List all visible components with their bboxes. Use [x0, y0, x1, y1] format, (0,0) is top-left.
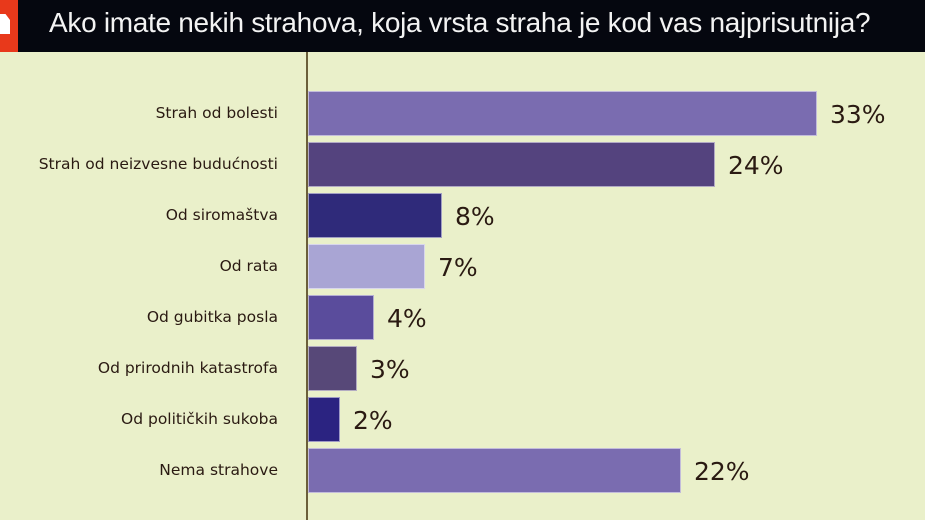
bar: [308, 91, 817, 136]
bar-row: Nema strahove 22%: [0, 448, 925, 493]
bar-row: Strah od neizvesne budućnosti 24%: [0, 142, 925, 187]
value-label: 22%: [694, 457, 750, 486]
bar-row: Od siromaštva 8%: [0, 193, 925, 238]
bar-row: Od prirodnih katastrofa 3%: [0, 346, 925, 391]
category-label: Od prirodnih katastrofa: [97, 359, 278, 377]
logo-icon: [0, 0, 18, 52]
category-label: Strah od bolesti: [155, 104, 278, 122]
bar: [308, 295, 374, 340]
value-label: 8%: [455, 202, 495, 231]
category-label: Od političkih sukoba: [121, 410, 278, 428]
value-label: 33%: [830, 100, 886, 129]
value-label: 3%: [370, 355, 410, 384]
value-label: 7%: [438, 253, 478, 282]
value-label: 2%: [353, 406, 393, 435]
category-label: Nema strahove: [159, 461, 278, 479]
bar-row: Od gubitka posla 4%: [0, 295, 925, 340]
bar-row: Od rata 7%: [0, 244, 925, 289]
category-label: Strah od neizvesne budućnosti: [38, 155, 278, 173]
value-label: 24%: [728, 151, 784, 180]
chart-title: Ako imate nekih strahova, koja vrsta str…: [49, 7, 871, 38]
bar: [308, 397, 340, 442]
value-label: 4%: [387, 304, 427, 333]
chart-header: Ako imate nekih strahova, koja vrsta str…: [0, 0, 925, 52]
bar: [308, 142, 715, 187]
bar-row: Strah od bolesti 33%: [0, 91, 925, 136]
y-axis-line: [306, 52, 308, 520]
bar: [308, 193, 442, 238]
bar-row: Od političkih sukoba 2%: [0, 397, 925, 442]
bar: [308, 346, 357, 391]
bar: [308, 244, 425, 289]
category-label: Od rata: [219, 257, 278, 275]
category-label: Od gubitka posla: [146, 308, 278, 326]
category-label: Od siromaštva: [165, 206, 278, 224]
bar: [308, 448, 681, 493]
